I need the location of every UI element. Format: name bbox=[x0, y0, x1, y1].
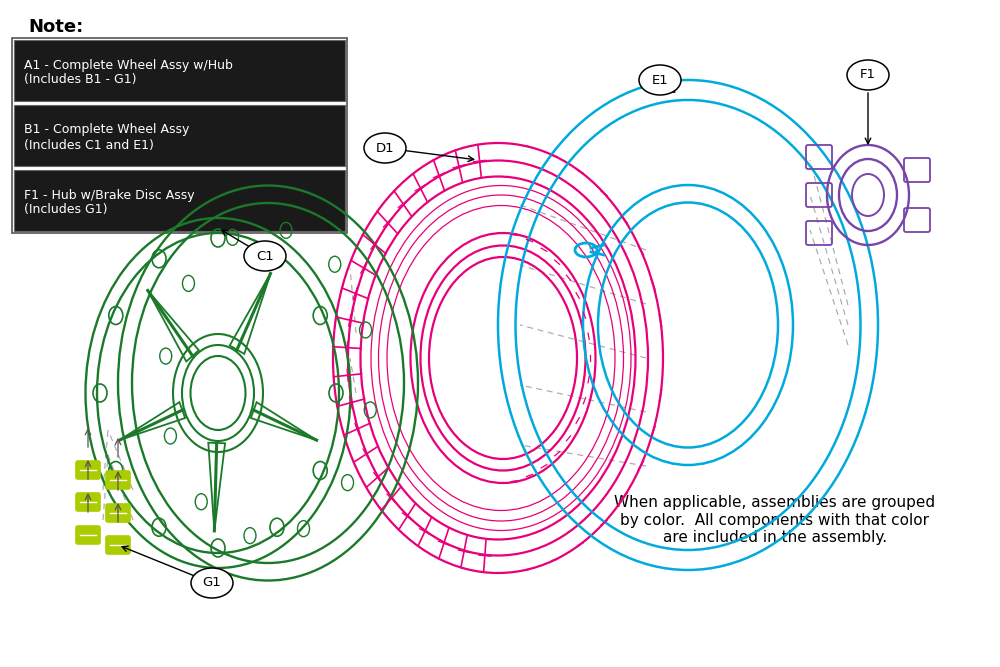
FancyBboxPatch shape bbox=[12, 38, 347, 233]
FancyBboxPatch shape bbox=[14, 170, 345, 231]
FancyBboxPatch shape bbox=[106, 504, 130, 522]
Text: C1: C1 bbox=[256, 249, 274, 263]
Text: A1 - Complete Wheel Assy w/Hub
(Includes B1 - G1): A1 - Complete Wheel Assy w/Hub (Includes… bbox=[24, 59, 233, 87]
FancyBboxPatch shape bbox=[106, 536, 130, 554]
FancyBboxPatch shape bbox=[76, 461, 100, 479]
Text: E1: E1 bbox=[652, 73, 668, 87]
Text: F1: F1 bbox=[860, 69, 876, 81]
FancyBboxPatch shape bbox=[14, 40, 345, 101]
Text: When applicable, assemblies are grouped
by color.  All components with that colo: When applicable, assemblies are grouped … bbox=[614, 495, 936, 545]
Ellipse shape bbox=[639, 65, 681, 95]
Text: G1: G1 bbox=[203, 576, 221, 590]
Ellipse shape bbox=[364, 133, 406, 163]
FancyBboxPatch shape bbox=[76, 526, 100, 544]
Text: Note:: Note: bbox=[28, 18, 83, 36]
Text: D1: D1 bbox=[376, 141, 394, 155]
Ellipse shape bbox=[244, 241, 286, 271]
Text: F1 - Hub w/Brake Disc Assy
(Includes G1): F1 - Hub w/Brake Disc Assy (Includes G1) bbox=[24, 189, 195, 217]
FancyBboxPatch shape bbox=[76, 493, 100, 511]
Ellipse shape bbox=[847, 60, 889, 90]
FancyBboxPatch shape bbox=[106, 471, 130, 489]
Ellipse shape bbox=[191, 568, 233, 598]
Text: B1 - Complete Wheel Assy
(Includes C1 and E1): B1 - Complete Wheel Assy (Includes C1 an… bbox=[24, 123, 189, 151]
FancyBboxPatch shape bbox=[14, 105, 345, 166]
